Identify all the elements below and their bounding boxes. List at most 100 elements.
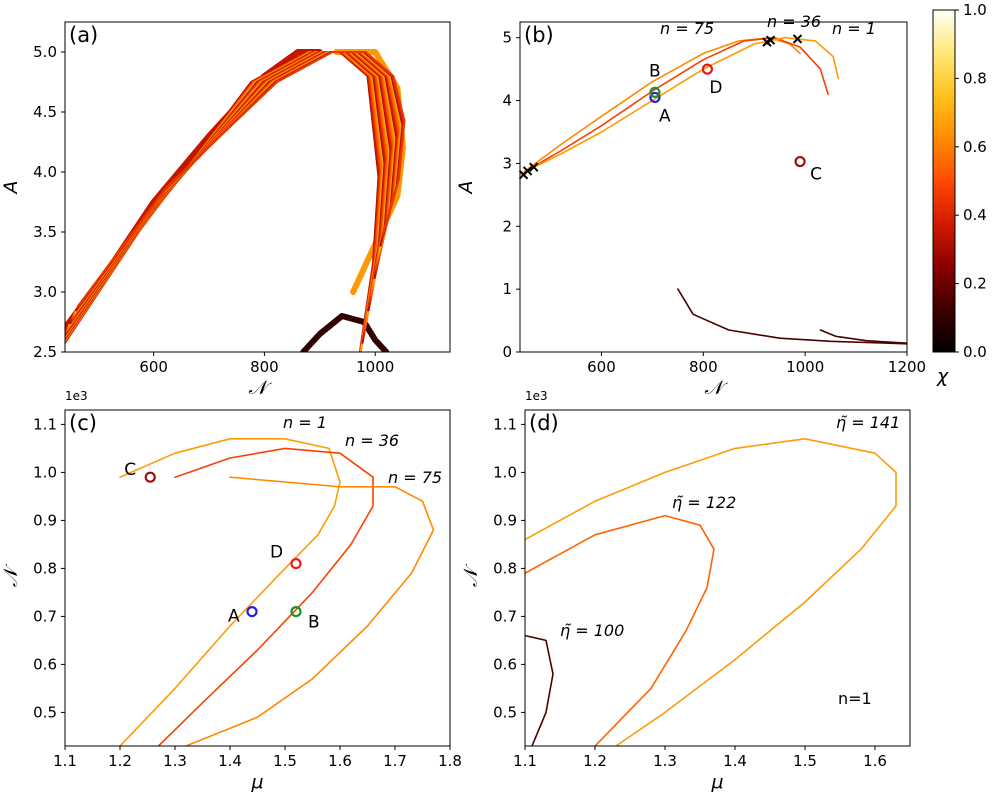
marker-C: [144, 471, 156, 483]
marker-label: D: [709, 78, 722, 98]
x-tick-label: 1.7: [383, 752, 407, 770]
ensemble-strand: [65, 51, 394, 334]
marker-label: B: [649, 61, 661, 81]
ensemble-strand: [65, 51, 384, 352]
series-line-a-2: [300, 313, 390, 352]
colorbar-label: χ: [936, 365, 949, 387]
marker-label: B: [308, 613, 320, 633]
ensemble-strand: [65, 51, 389, 340]
ensemble-strand: [72, 51, 401, 318]
colorbar-tick-label: 0.4: [963, 206, 987, 224]
marker-D: [701, 63, 713, 75]
x-tick-label: 1.6: [328, 752, 352, 770]
x-tick-label: 1.2: [108, 752, 132, 770]
series-line-c-0: [119, 437, 341, 746]
ensemble-strand: [65, 51, 382, 352]
cross-marker: [529, 162, 539, 172]
series-label: n = 75: [660, 19, 714, 38]
colorbar-tick-label: 1.0: [963, 1, 987, 19]
y-tick-label: 4.5: [33, 103, 57, 121]
y-tick-label: 4.0: [33, 163, 57, 181]
colorbar-tick-label: 0.6: [963, 138, 987, 156]
ensemble-strand: [65, 51, 385, 348]
y-tick-label: 1: [502, 280, 512, 298]
x-tick-label: 1.3: [163, 752, 187, 770]
y-tick-label: 1.0: [493, 463, 517, 481]
series-line-b-2: [521, 36, 840, 174]
y-tick-label: 1.1: [33, 415, 57, 433]
ensemble-strand: [66, 51, 395, 331]
ensemble-strand: [76, 51, 405, 309]
axes-frame-d: [524, 409, 911, 747]
ensemble-strand: [65, 51, 395, 332]
x-tick-label: 1.1: [53, 752, 77, 770]
marker-A: [246, 605, 258, 618]
series-label: n = 75: [388, 468, 442, 487]
x-tick-label: 800: [250, 358, 279, 376]
ensemble-strand: [74, 51, 404, 312]
ensemble-strand: [68, 51, 397, 326]
ensemble-strand: [71, 51, 401, 319]
ensemble-strand: [74, 51, 403, 313]
x-axis-label: μ: [710, 771, 723, 793]
ensemble-strand: [68, 51, 398, 325]
y-tick-label: 1.0: [33, 463, 57, 481]
y-tick-label: 5.0: [33, 43, 57, 61]
ensemble-strand: [65, 51, 391, 338]
panel-label: (b): [524, 23, 554, 47]
marker-label: C: [124, 460, 136, 480]
ensemble-strand: [65, 51, 390, 339]
x-tick-label: 1.4: [723, 752, 747, 770]
y-tick-label: 5: [502, 29, 512, 47]
y-tick-label: 0.6: [33, 655, 57, 673]
y-tick-label: 2.5: [33, 343, 57, 361]
marker-C: [794, 155, 806, 168]
x-tick-label: 1.6: [863, 752, 887, 770]
x-tick-label: 1.1: [513, 752, 537, 770]
x-axis-label: 𝒩: [248, 377, 272, 399]
ensemble-strand: [70, 51, 399, 322]
series-label: n = 36: [767, 12, 821, 31]
y-tick-label: 0.5: [33, 703, 57, 721]
ensemble-strand: [73, 51, 403, 315]
cross-marker: [792, 34, 803, 44]
y-tick-label: 3.0: [33, 283, 57, 301]
marker-label: A: [228, 607, 240, 627]
x-tick-label: 1000: [786, 358, 824, 376]
marker-D: [290, 557, 302, 570]
ensemble-strand: [76, 51, 406, 308]
colorbar: 0.0 0.2 0.4 0.6 0.8 1.0 χ: [932, 1, 987, 387]
plot-area-b: [521, 36, 907, 345]
axes-frame-b: [519, 21, 908, 353]
ensemble-strand: [65, 51, 387, 341]
colorbar-tick-label: 0.0: [963, 343, 987, 361]
y-tick-label: 0.7: [493, 607, 517, 625]
series-line-d-0: [525, 437, 897, 746]
ensemble-strand: [75, 51, 405, 311]
y-axis-label: A: [455, 181, 477, 196]
y-tick-label: 0.5: [493, 703, 517, 721]
marker-label: D: [270, 543, 283, 563]
series-line-d-2: [525, 634, 554, 746]
y-axis-label: 𝒩: [460, 563, 482, 587]
colorbar-tick-label: 0.8: [963, 69, 987, 87]
ensemble-strand: [65, 51, 386, 344]
ensemble-strand: [69, 51, 399, 324]
ensemble-strand: [65, 51, 393, 336]
series-line-d-1: [525, 514, 715, 746]
y-tick-label: 0.9: [493, 511, 517, 529]
y-tick-label: 3.5: [33, 223, 57, 241]
x-tick-label: 800: [689, 358, 718, 376]
ensemble-strand: [65, 51, 387, 341]
x-tick-label: 1.3: [653, 752, 677, 770]
ensemble-strand: [65, 51, 385, 351]
y-tick-label: 4: [502, 92, 512, 110]
series-line-b-4: [819, 329, 907, 345]
x-tick-label: 1.4: [218, 752, 242, 770]
x-tick-label: 600: [587, 358, 616, 376]
panel-d: 1.1 1.2 1.3 1.4 1.5 1.6 0.5 0.6 0.7 0.8 0.9 1.0 1.1 μ…: [460, 389, 911, 793]
ensemble-strand: [65, 51, 392, 337]
y-tick-label: 0.8: [493, 559, 517, 577]
panel-label: (d): [529, 411, 559, 435]
